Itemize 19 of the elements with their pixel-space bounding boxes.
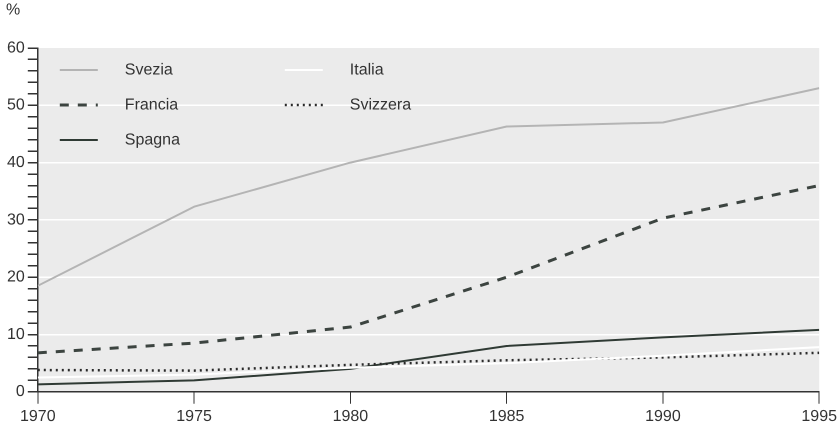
legend-label: Spagna [124, 131, 180, 148]
x-tick-label: 1990 [645, 408, 681, 425]
y-tick-label: 20 [7, 268, 25, 286]
y-tick-label: 30 [7, 211, 25, 228]
x-tick-label: 1975 [176, 408, 212, 425]
y-tick-label: 50 [7, 96, 25, 114]
y-tick-label: 0 [16, 383, 25, 400]
legend-label: Italia [350, 61, 384, 78]
legend-label: Svezia [124, 61, 173, 78]
x-tick-label: 1970 [20, 408, 56, 425]
y-axis-title: % [6, 1, 20, 18]
y-tick-label: 10 [7, 326, 25, 343]
x-tick-label: 1995 [801, 408, 838, 425]
x-tick-label: 1980 [332, 408, 368, 425]
y-tick-label: 60 [7, 39, 25, 56]
y-tick-label: 40 [7, 154, 25, 172]
x-tick-label: 1985 [488, 408, 525, 425]
legend-label: Francia [124, 96, 178, 114]
legend-label: Svizzera [350, 96, 412, 114]
